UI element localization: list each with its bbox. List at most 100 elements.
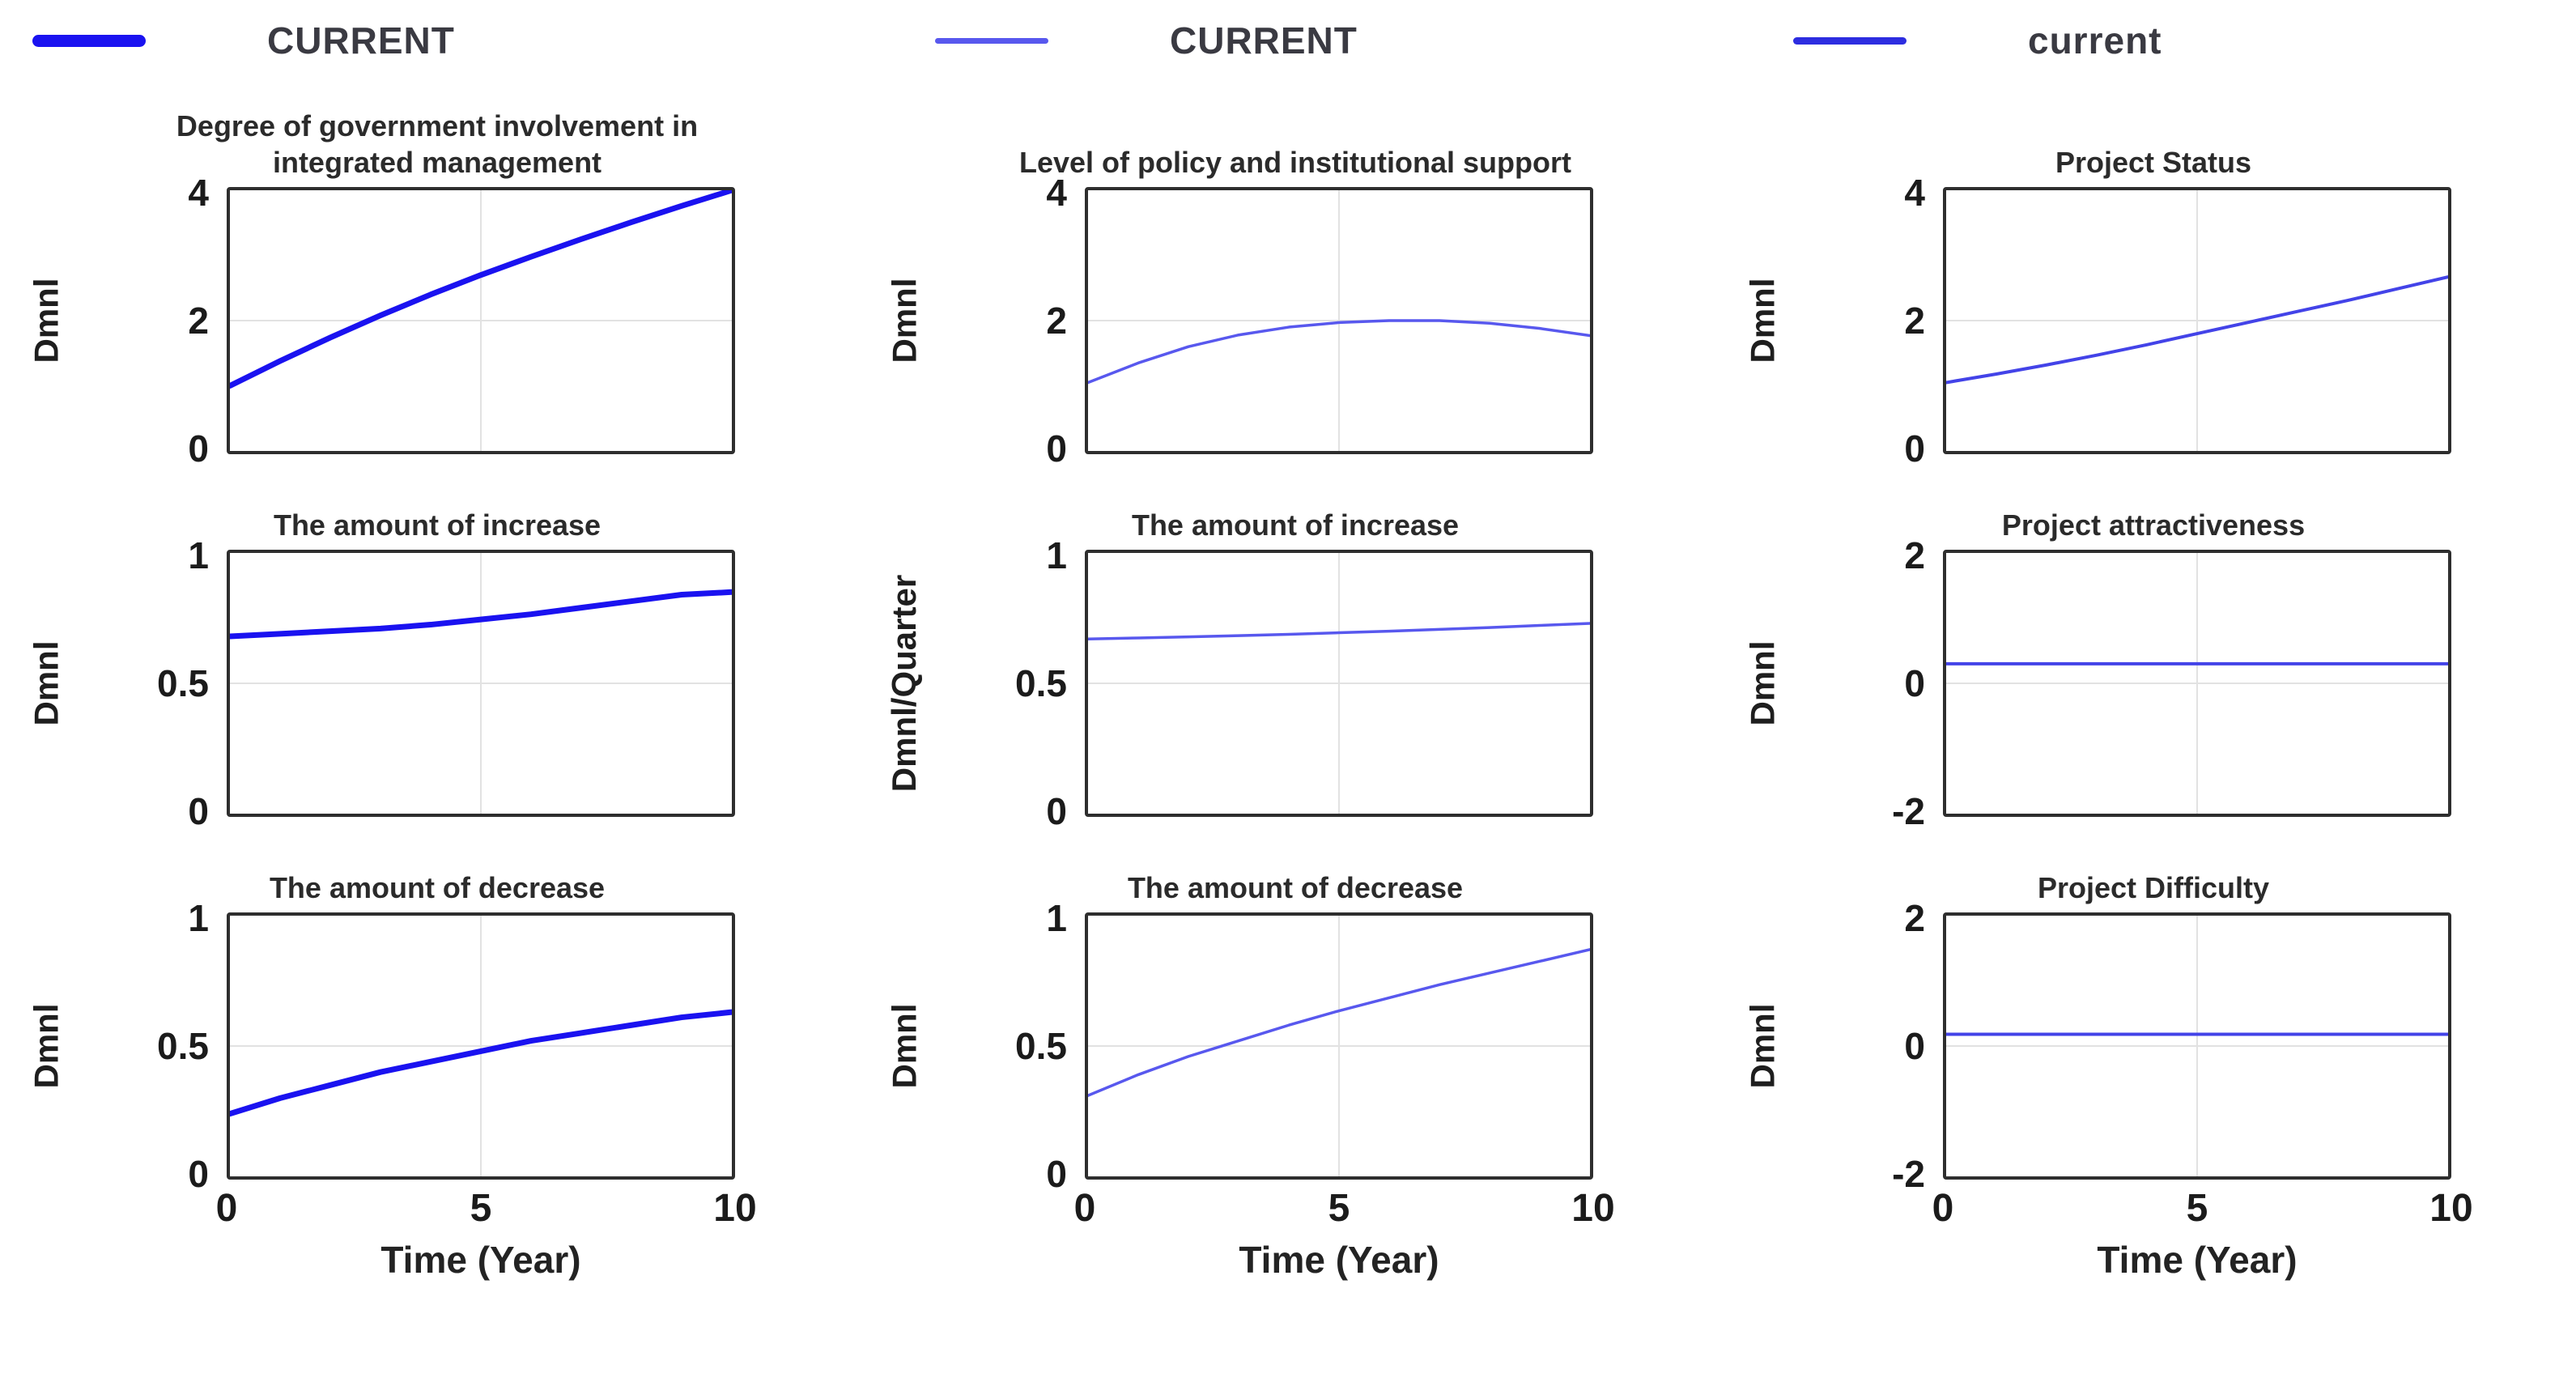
y-axis-ticks: 2 0 -2 bbox=[1809, 897, 1943, 1196]
x-tick-label: 0 bbox=[1073, 1187, 1096, 1230]
chart-title-zone: The amount of decrease bbox=[963, 817, 1627, 912]
chart-panel: Dmnl 1 0.5 0 bbox=[0, 534, 858, 833]
y-axis-ticks: 1 0.5 0 bbox=[93, 897, 227, 1196]
x-tick-label: 5 bbox=[470, 1187, 492, 1230]
chart-panel: Dmnl 4 2 0 bbox=[858, 172, 1716, 470]
chart-panel: Dmnl 4 2 0 bbox=[0, 172, 858, 470]
chart-title-zone: Project attractiveness bbox=[1821, 454, 2485, 550]
x-axis-label: Time (Year) bbox=[2097, 1239, 2298, 1281]
y-axis-ticks: 1 0.5 0 bbox=[951, 897, 1085, 1196]
chart-title: The amount of decrease bbox=[269, 871, 606, 904]
y-tick-label: 0 bbox=[1904, 1025, 1925, 1067]
legend-item-3: current bbox=[1716, 11, 2574, 70]
plot-area bbox=[1085, 187, 1593, 454]
plot-area bbox=[1943, 912, 2451, 1180]
y-axis-label-zone: Dmnl bbox=[1716, 912, 1809, 1180]
chart-title: Project attractiveness bbox=[2001, 508, 2306, 542]
chart-panel: Dmnl 4 2 0 bbox=[1716, 172, 2574, 470]
y-tick-label: -2 bbox=[1892, 1153, 1925, 1196]
y-axis-label-zone: Dmnl bbox=[1716, 550, 1809, 817]
legend-line-swatch bbox=[1793, 36, 1906, 45]
chart-title: Degree of government involvement in inte… bbox=[176, 109, 699, 179]
y-axis-ticks: 1 0.5 0 bbox=[951, 534, 1085, 833]
series-line bbox=[1088, 623, 1590, 639]
y-tick-label: 0.5 bbox=[1015, 662, 1067, 704]
x-tick-label: 10 bbox=[2429, 1187, 2473, 1230]
x-axis-label-zone: Time (Year) bbox=[1085, 1238, 1593, 1311]
y-tick-label: 1 bbox=[1046, 896, 1067, 939]
y-axis-label: Dmnl/Quarter bbox=[885, 574, 924, 793]
x-axis-label: Time (Year) bbox=[1239, 1239, 1439, 1281]
chart-panel: Dmnl 2 0 -2 bbox=[1716, 534, 2574, 833]
y-tick-label: 2 bbox=[1904, 896, 1925, 939]
y-tick-label: 1 bbox=[188, 896, 209, 939]
y-axis-ticks: 2 0 -2 bbox=[1809, 534, 1943, 833]
chart-panel: Dmnl 1 0.5 0 bbox=[858, 897, 1716, 1196]
y-axis-label-zone: Dmnl bbox=[0, 187, 93, 454]
y-tick-label: 1 bbox=[188, 534, 209, 576]
y-axis-label: Dmnl bbox=[1743, 1003, 1782, 1089]
y-tick-label: 0 bbox=[188, 1153, 209, 1196]
y-tick-label: 0 bbox=[188, 427, 209, 470]
y-axis-label: Dmnl bbox=[1743, 640, 1782, 726]
plot-area bbox=[227, 187, 735, 454]
y-tick-label: 0 bbox=[1046, 427, 1067, 470]
series-line bbox=[230, 592, 732, 636]
y-tick-label: 2 bbox=[1904, 534, 1925, 576]
plot-area bbox=[1085, 912, 1593, 1180]
x-tick-label: 0 bbox=[1932, 1187, 1954, 1230]
chart-panel: Dmnl 1 0.5 0 bbox=[0, 897, 858, 1196]
chart-title: The amount of increase bbox=[273, 508, 601, 542]
y-tick-label: 4 bbox=[188, 171, 209, 214]
chart-panel: Dmnl 2 0 -2 bbox=[1716, 897, 2574, 1196]
y-tick-label: 2 bbox=[1046, 300, 1067, 342]
series-line bbox=[1088, 321, 1590, 382]
x-axis-ticks: 0 5 10 bbox=[1932, 1180, 2473, 1238]
line-chart bbox=[230, 190, 732, 451]
y-tick-label: 0 bbox=[1046, 1153, 1067, 1196]
x-tick-label: 5 bbox=[2186, 1187, 2208, 1230]
y-tick-label: 4 bbox=[1046, 171, 1067, 214]
y-axis-ticks: 1 0.5 0 bbox=[93, 534, 227, 833]
line-chart bbox=[1946, 916, 2448, 1176]
y-axis-label-zone: Dmnl bbox=[0, 912, 93, 1180]
legend-label: current bbox=[2028, 19, 2162, 62]
chart-title-zone: Project Difficulty bbox=[1821, 817, 2485, 912]
y-axis-ticks: 4 2 0 bbox=[1809, 172, 1943, 470]
y-tick-label: -2 bbox=[1892, 790, 1925, 833]
chart-title: Project Status bbox=[2055, 146, 2252, 179]
x-tick-label: 5 bbox=[1328, 1187, 1350, 1230]
legend-line-swatch bbox=[32, 34, 146, 47]
y-tick-label: 0 bbox=[1904, 427, 1925, 470]
y-tick-label: 0 bbox=[1046, 790, 1067, 833]
chart-title-zone: Level of policy and institutional suppor… bbox=[963, 70, 1627, 187]
chart-title-zone: The amount of decrease bbox=[105, 817, 769, 912]
y-axis-ticks: 4 2 0 bbox=[951, 172, 1085, 470]
y-axis-label: Dmnl bbox=[27, 1003, 66, 1089]
chart-column-2: CURRENT Level of policy and institutiona… bbox=[858, 11, 1716, 1311]
plot-area bbox=[1943, 550, 2451, 817]
y-tick-label: 2 bbox=[1904, 300, 1925, 342]
y-tick-label: 0.5 bbox=[157, 662, 209, 704]
y-axis-label: Dmnl bbox=[1743, 278, 1782, 364]
chart-title: Project Difficulty bbox=[2037, 871, 2270, 904]
y-axis-label-zone: Dmnl bbox=[1716, 187, 1809, 454]
y-axis-label-zone: Dmnl bbox=[858, 187, 951, 454]
y-tick-label: 2 bbox=[188, 300, 209, 342]
y-tick-label: 0.5 bbox=[1015, 1025, 1067, 1067]
chart-title: Level of policy and institutional suppor… bbox=[1018, 146, 1572, 179]
y-axis-label-zone: Dmnl bbox=[858, 912, 951, 1180]
y-axis-label-zone: Dmnl bbox=[0, 550, 93, 817]
line-chart bbox=[1946, 553, 2448, 814]
legend-item-2: CURRENT bbox=[858, 11, 1716, 70]
series-line bbox=[1088, 950, 1590, 1095]
line-chart bbox=[1088, 916, 1590, 1176]
x-axis-ticks: 0 5 10 bbox=[216, 1180, 757, 1238]
chart-title: The amount of increase bbox=[1131, 508, 1460, 542]
y-tick-label: 0 bbox=[1904, 662, 1925, 704]
simulation-charts-board: CURRENT Degree of government involvement… bbox=[0, 11, 2574, 1311]
legend-line-swatch bbox=[935, 37, 1048, 44]
y-axis-label: Dmnl bbox=[27, 278, 66, 364]
x-tick-label: 0 bbox=[215, 1187, 238, 1230]
chart-title-zone: Degree of government involvement in inte… bbox=[105, 70, 769, 187]
